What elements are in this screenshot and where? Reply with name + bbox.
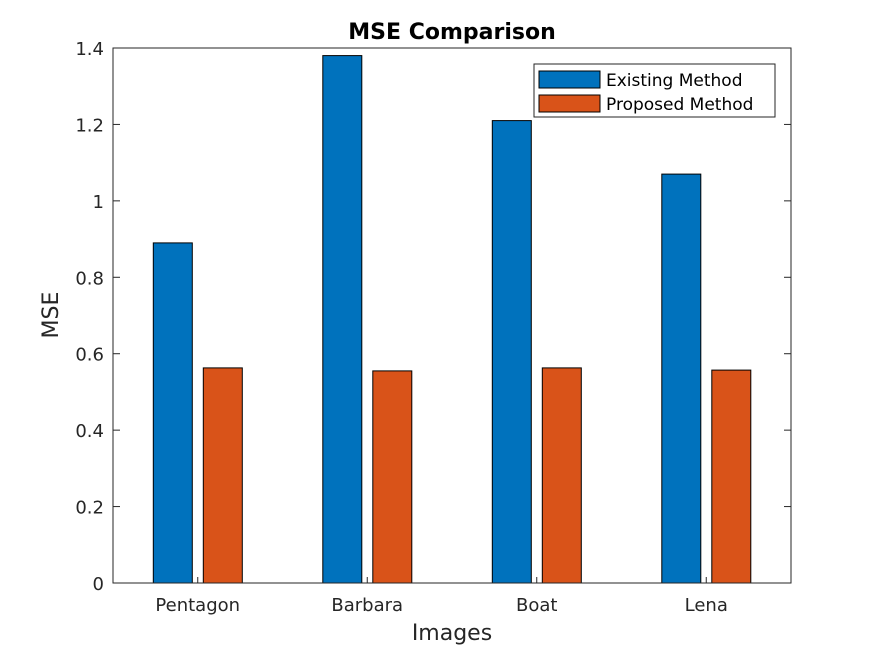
y-tick-label: 0 bbox=[93, 574, 104, 595]
bar-proposed-method-lena bbox=[711, 369, 752, 584]
plot-frame bbox=[112, 47, 792, 584]
bar-existing-method-barbara bbox=[322, 55, 363, 584]
legend-label-existing: Existing Method bbox=[606, 71, 743, 91]
legend: Existing Method Proposed Method bbox=[533, 63, 776, 118]
legend-label-proposed: Proposed Method bbox=[606, 95, 753, 115]
bar-proposed-method-boat bbox=[541, 367, 582, 584]
bars-layer bbox=[152, 55, 752, 584]
legend-swatch-proposed bbox=[538, 94, 601, 113]
bar-proposed-method-pentagon bbox=[202, 367, 243, 584]
y-axis-label: MSE bbox=[39, 292, 64, 339]
x-tick-label: Lena bbox=[685, 595, 728, 616]
x-tick-label: Boat bbox=[516, 595, 557, 616]
x-tick-label: Pentagon bbox=[155, 595, 240, 616]
bar-existing-method-lena bbox=[661, 173, 702, 584]
bar-existing-method-pentagon bbox=[152, 242, 193, 584]
y-tick-label: 0.2 bbox=[75, 498, 104, 519]
y-tick-label: 1 bbox=[93, 192, 104, 213]
x-tick-label: Barbara bbox=[331, 595, 403, 616]
bar-proposed-method-barbara bbox=[372, 370, 413, 584]
chart-title: MSE Comparison bbox=[348, 20, 555, 45]
y-tick-label: 1.2 bbox=[75, 115, 104, 136]
y-tick-label: 0.4 bbox=[75, 421, 104, 442]
legend-swatch-existing bbox=[538, 70, 601, 89]
ticks-layer: Pentagon Barbara Boat Lena 0 0.2 0.4 0.6 0.8 1 1.2… bbox=[75, 39, 791, 616]
y-tick-label: 1.4 bbox=[75, 39, 104, 60]
x-axis-label: Images bbox=[412, 621, 492, 646]
bar-existing-method-boat bbox=[491, 120, 532, 584]
y-tick-label: 0.8 bbox=[75, 268, 104, 289]
y-tick-label: 0.6 bbox=[75, 345, 104, 366]
